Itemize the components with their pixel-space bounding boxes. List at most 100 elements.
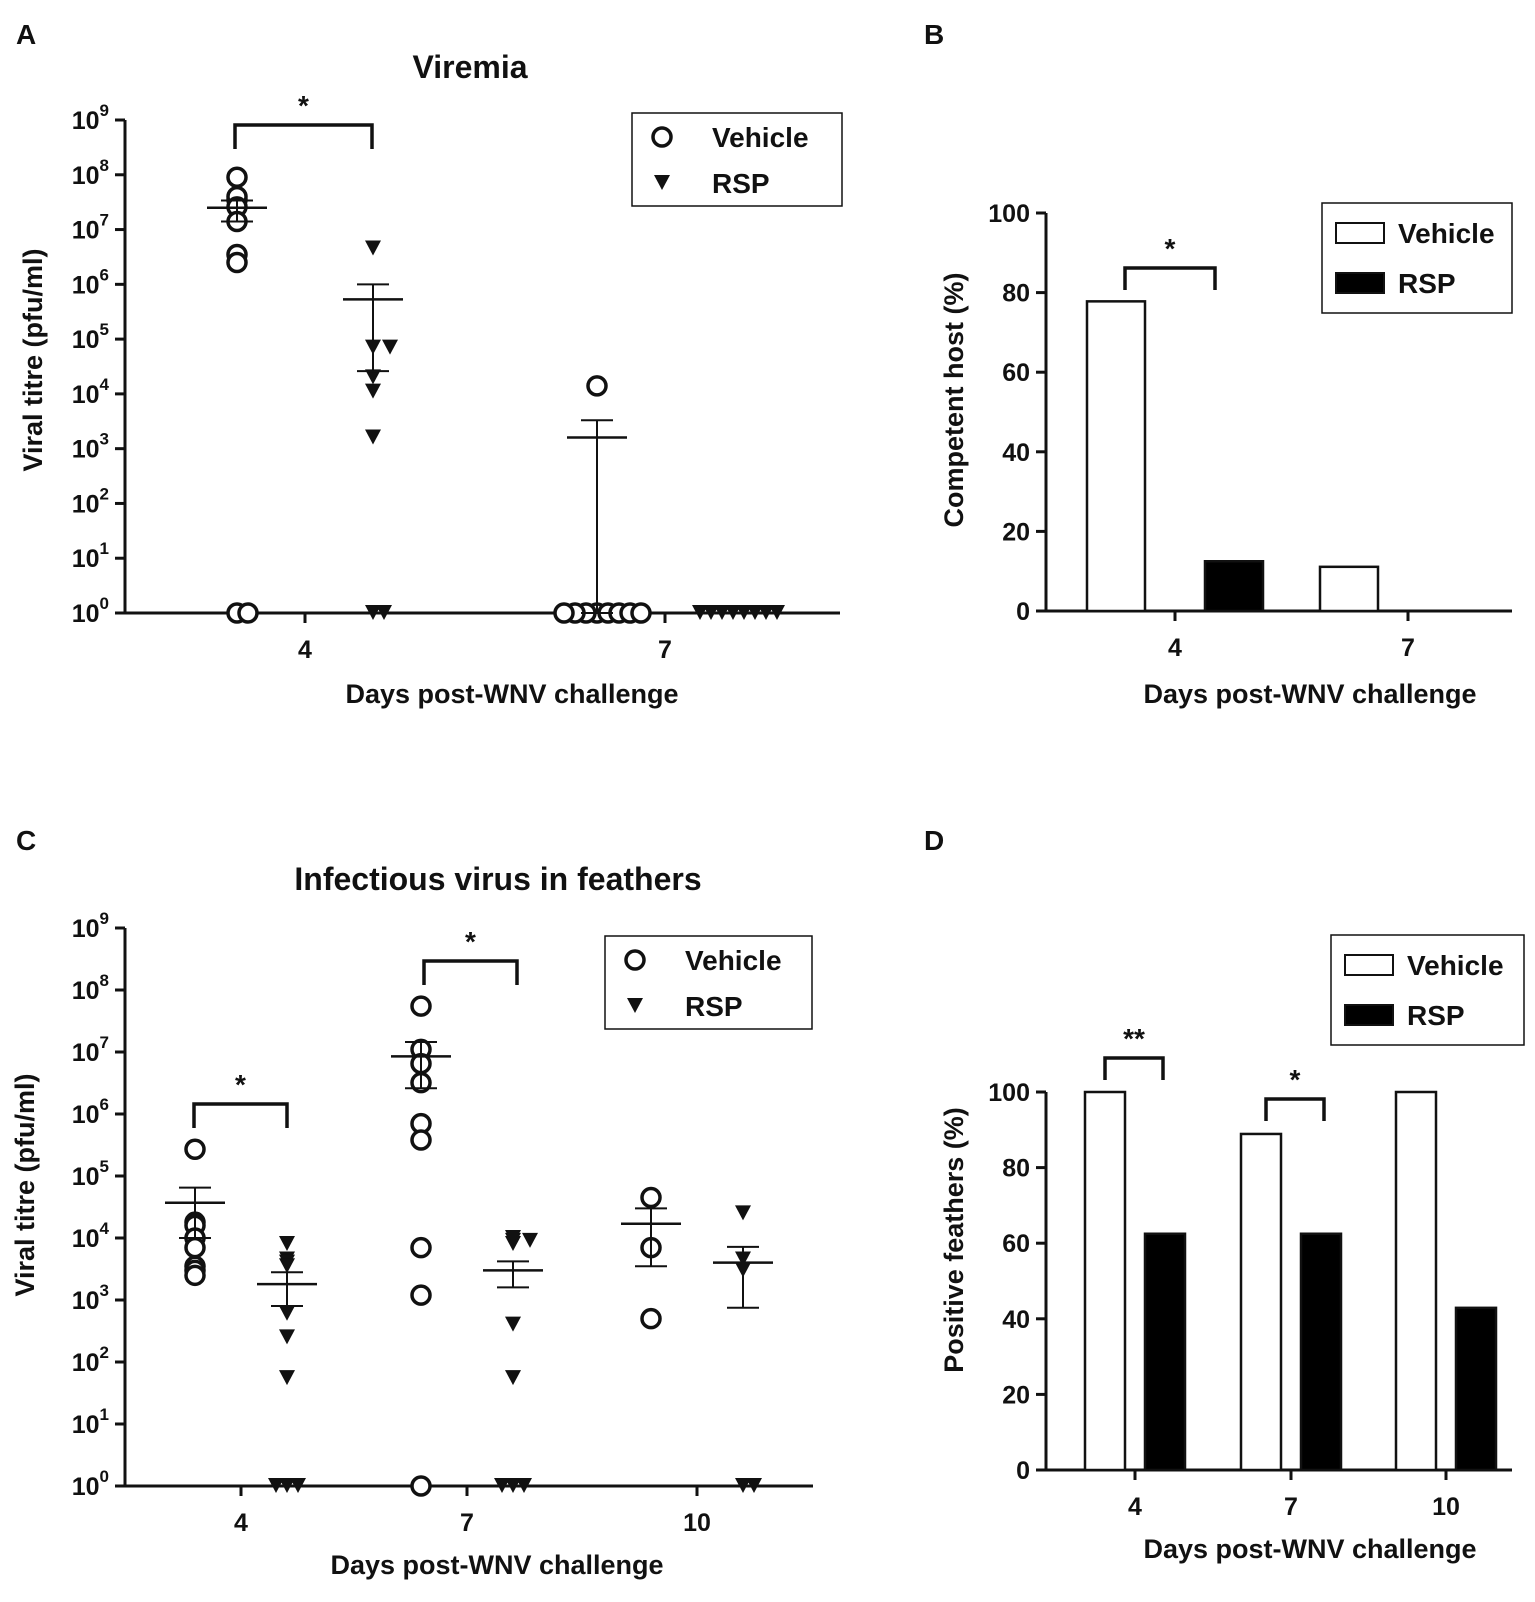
- y-tick-label: 104: [72, 375, 110, 409]
- x-tick-label: 4: [298, 636, 312, 664]
- y-axis-label-c: Viral titre (pfu/ml): [10, 1073, 40, 1296]
- panel-letter-b: B: [924, 19, 944, 50]
- significance-label: *: [1165, 233, 1176, 264]
- rsp-bar: [1203, 560, 1265, 613]
- legend-a: Vehicle RSP: [631, 112, 843, 207]
- legend-rsp-swatch: [1344, 1004, 1394, 1026]
- rsp-point: [268, 1478, 284, 1493]
- axes-c: 100 101 102 103 104 105 106 107 108 109 4 7 10: [72, 909, 813, 1537]
- significance-label: **: [1123, 1023, 1145, 1054]
- rsp-point: [725, 605, 741, 620]
- vehicle-point: [553, 602, 575, 624]
- rsp-bar: [1454, 1306, 1498, 1472]
- legend-rsp-label: RSP: [1398, 268, 1456, 299]
- vehicle-bar: [1318, 565, 1380, 613]
- rsp-point: [747, 605, 763, 620]
- significance-label: *: [235, 1069, 246, 1100]
- y-tick-label: 109: [72, 101, 109, 135]
- legend-rsp-label: RSP: [1407, 1000, 1465, 1031]
- rsp-point: [692, 605, 708, 620]
- rsp-point: [703, 605, 719, 620]
- rsp-point: [365, 383, 381, 399]
- y-tick-label: 105: [72, 1157, 109, 1191]
- y-tick-label: 100: [72, 594, 109, 628]
- y-tick-label: 20: [1002, 1381, 1030, 1409]
- vehicle-bar: [1239, 1132, 1283, 1472]
- vehicle-bar: [1083, 1090, 1127, 1472]
- rsp-point: [365, 369, 381, 385]
- y-tick-label: 103: [72, 430, 109, 464]
- legend-rsp-label: RSP: [712, 168, 770, 199]
- vehicle-bar: [1394, 1090, 1438, 1472]
- x-tick-label: 7: [658, 636, 672, 664]
- y-tick-label: 100: [72, 1467, 109, 1501]
- legend-vehicle-label: Vehicle: [712, 122, 809, 153]
- vehicle-point: [237, 602, 259, 624]
- rsp-point: [736, 605, 752, 620]
- x-tick-label: 7: [1284, 1493, 1298, 1521]
- y-tick-label: 40: [1002, 439, 1030, 467]
- legend-b: Vehicle RSP: [1321, 202, 1513, 314]
- rsp-point: [279, 1236, 295, 1252]
- vehicle-point: [410, 1475, 432, 1497]
- marks-c: **: [165, 926, 773, 1497]
- rsp-point: [522, 1232, 538, 1248]
- significance-bracket: [1103, 1056, 1165, 1080]
- y-tick-label: 60: [1002, 1230, 1030, 1258]
- x-tick-label: 4: [1168, 634, 1182, 662]
- y-tick-label: 106: [72, 1095, 109, 1129]
- x-axis-label-a: Days post-WNV challenge: [345, 679, 678, 709]
- panel-c: C Infectious virus in feathers 100 101 102…: [10, 825, 813, 1580]
- y-tick-label: 107: [72, 1033, 109, 1067]
- legend-vehicle-label: Vehicle: [685, 945, 782, 976]
- marks-b: *: [1085, 233, 1380, 613]
- y-tick-label: 100: [988, 200, 1030, 228]
- y-tick-label: 80: [1002, 280, 1030, 308]
- legend-d: Vehicle RSP: [1330, 934, 1525, 1046]
- rsp-point: [279, 1370, 295, 1386]
- marks-d: ***: [1083, 1023, 1498, 1472]
- significance-bracket: [1123, 266, 1217, 290]
- rsp-point: [279, 1258, 295, 1274]
- rsp-point: [505, 1478, 521, 1493]
- rsp-point: [382, 339, 398, 355]
- x-tick-label: 7: [1401, 634, 1415, 662]
- legend-c: Vehicle RSP: [604, 935, 813, 1030]
- legend-box: [1321, 202, 1513, 314]
- vehicle-point: [184, 1264, 206, 1287]
- rsp-point: [516, 1478, 532, 1493]
- marks-a: *: [207, 90, 785, 624]
- x-tick-label: 10: [683, 1509, 711, 1537]
- vehicle-point: [630, 602, 652, 624]
- vehicle-point: [410, 995, 432, 1017]
- rsp-point: [735, 1478, 751, 1493]
- y-tick-label: 102: [72, 484, 109, 518]
- legend-rsp-label: RSP: [685, 991, 743, 1022]
- panel-a: A Viremia 100 101 102 103 104 105 106 107 108 109…: [16, 19, 843, 709]
- rsp-point: [758, 605, 774, 620]
- rsp-bar: [1299, 1232, 1343, 1472]
- y-tick-label: 107: [72, 211, 109, 245]
- vehicle-bar: [1085, 300, 1147, 613]
- significance-label: *: [465, 926, 476, 957]
- x-axis-label-d: Days post-WNV challenge: [1143, 1534, 1476, 1564]
- y-tick-label: 102: [72, 1343, 109, 1377]
- rsp-point: [769, 605, 785, 620]
- vehicle-point: [410, 1129, 432, 1151]
- x-axis-label-c: Days post-WNV challenge: [330, 1550, 663, 1580]
- panel-letter-a: A: [16, 19, 36, 50]
- legend-vehicle-marker: [624, 949, 646, 971]
- y-tick-label: 100: [988, 1079, 1030, 1107]
- y-tick-label: 104: [72, 1219, 110, 1253]
- y-axis-label-a: Viral titre (pfu/ml): [18, 248, 48, 471]
- rsp-point: [505, 1316, 521, 1332]
- y-tick-label: 105: [72, 320, 109, 354]
- panel-b: B 0 20 40 60 80 100 4 7 * Vehicle RSP Days post-…: [924, 19, 1513, 709]
- legend-rsp-marker: [654, 175, 670, 190]
- y-tick-label: 108: [72, 971, 109, 1005]
- rsp-point: [279, 1329, 295, 1345]
- significance-label: *: [1290, 1064, 1301, 1095]
- rsp-point: [735, 1205, 751, 1221]
- panel-letter-c: C: [16, 825, 36, 856]
- vehicle-point: [184, 1236, 206, 1259]
